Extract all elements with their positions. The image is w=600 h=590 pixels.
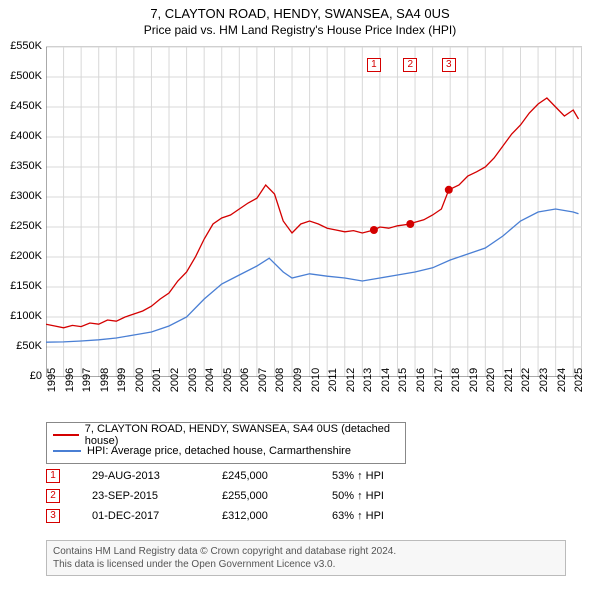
x-tick-label: 2024: [556, 368, 568, 392]
event-marker-box: 1: [367, 58, 381, 72]
y-tick-label: £500K: [10, 70, 42, 82]
legend-item: HPI: Average price, detached house, Carm…: [53, 443, 399, 459]
x-tick-label: 1996: [64, 368, 76, 392]
event-marker-box: 2: [46, 489, 60, 503]
y-tick-label: £100K: [10, 310, 42, 322]
table-row: 1 29-AUG-2013£245,00053% ↑ HPI: [46, 466, 482, 486]
event-date: 23-SEP-2015: [92, 486, 222, 506]
table-row: 2 23-SEP-2015£255,00050% ↑ HPI: [46, 486, 482, 506]
x-tick-label: 2023: [538, 368, 550, 392]
chart-legend: 7, CLAYTON ROAD, HENDY, SWANSEA, SA4 0US…: [46, 422, 406, 464]
x-tick-label: 2011: [327, 368, 339, 392]
x-tick-label: 1997: [81, 368, 93, 392]
y-tick-label: £400K: [10, 130, 42, 142]
page-title: 7, CLAYTON ROAD, HENDY, SWANSEA, SA4 0US: [0, 0, 600, 21]
chart-svg: [46, 47, 582, 377]
x-tick-label: 2025: [573, 368, 585, 392]
y-tick-label: £0: [30, 370, 42, 382]
x-tick-label: 2018: [450, 368, 462, 392]
x-tick-label: 2012: [345, 368, 357, 392]
x-tick-label: 1999: [116, 368, 128, 392]
x-tick-label: 2013: [362, 368, 374, 392]
x-tick-label: 2006: [239, 368, 251, 392]
x-tick-label: 2021: [503, 368, 515, 392]
y-tick-label: £300K: [10, 190, 42, 202]
legend-label: HPI: Average price, detached house, Carm…: [87, 445, 351, 457]
x-tick-label: 2008: [274, 368, 286, 392]
y-tick-label: £50K: [16, 340, 42, 352]
x-tick-label: 2019: [468, 368, 480, 392]
x-tick-label: 1998: [99, 368, 111, 392]
x-tick-label: 2003: [187, 368, 199, 392]
event-date: 29-AUG-2013: [92, 466, 222, 486]
attribution-line1: Contains HM Land Registry data © Crown c…: [53, 545, 559, 558]
y-tick-label: £250K: [10, 220, 42, 232]
legend-item: 7, CLAYTON ROAD, HENDY, SWANSEA, SA4 0US…: [53, 427, 399, 443]
x-tick-label: 2000: [134, 368, 146, 392]
table-row: 3 01-DEC-2017£312,00063% ↑ HPI: [46, 506, 482, 526]
legend-swatch: [53, 450, 81, 452]
x-tick-label: 2005: [222, 368, 234, 392]
x-tick-label: 2001: [151, 368, 163, 392]
y-tick-label: £550K: [10, 40, 42, 52]
event-pct: 50% ↑ HPI: [332, 486, 482, 506]
event-price: £245,000: [222, 466, 332, 486]
legend-swatch: [53, 434, 79, 436]
page-subtitle: Price paid vs. HM Land Registry's House …: [0, 21, 600, 37]
x-tick-label: 2009: [292, 368, 304, 392]
x-tick-label: 2007: [257, 368, 269, 392]
event-date: 01-DEC-2017: [92, 506, 222, 526]
x-tick-label: 2017: [433, 368, 445, 392]
x-tick-label: 2020: [485, 368, 497, 392]
x-tick-label: 1995: [46, 368, 58, 392]
event-marker-box: 2: [403, 58, 417, 72]
event-pct: 63% ↑ HPI: [332, 506, 482, 526]
event-marker-box: 3: [46, 509, 60, 523]
event-price: £255,000: [222, 486, 332, 506]
event-price: £312,000: [222, 506, 332, 526]
attribution-line2: This data is licensed under the Open Gov…: [53, 558, 559, 571]
y-tick-label: £350K: [10, 160, 42, 172]
y-tick-label: £150K: [10, 280, 42, 292]
x-tick-label: 2016: [415, 368, 427, 392]
x-tick-label: 2014: [380, 368, 392, 392]
event-marker-box: 3: [442, 58, 456, 72]
events-table: 1 29-AUG-2013£245,00053% ↑ HPI 2 23-SEP-201…: [46, 466, 482, 526]
x-tick-label: 2004: [204, 368, 216, 392]
y-tick-label: £200K: [10, 250, 42, 262]
x-tick-label: 2015: [397, 368, 409, 392]
event-pct: 53% ↑ HPI: [332, 466, 482, 486]
attribution-box: Contains HM Land Registry data © Crown c…: [46, 540, 566, 576]
x-tick-label: 2010: [310, 368, 322, 392]
y-tick-label: £450K: [10, 100, 42, 112]
legend-label: 7, CLAYTON ROAD, HENDY, SWANSEA, SA4 0US…: [85, 423, 399, 447]
chart-plot-area: [46, 46, 582, 376]
event-marker-box: 1: [46, 469, 60, 483]
x-tick-label: 2002: [169, 368, 181, 392]
x-tick-label: 2022: [520, 368, 532, 392]
